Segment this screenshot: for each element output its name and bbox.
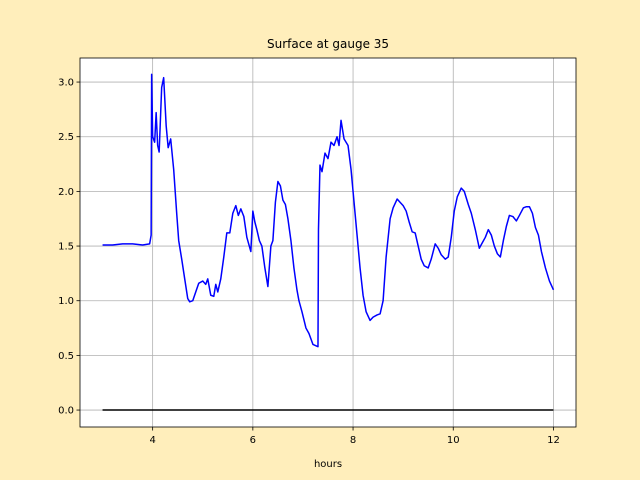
chart-title: Surface at gauge 35 bbox=[267, 37, 389, 51]
x-tick-label: 8 bbox=[350, 435, 356, 446]
y-tick-label: 3.0 bbox=[58, 78, 74, 89]
y-tick-label: 0.0 bbox=[58, 406, 74, 417]
data-line bbox=[102, 73, 555, 348]
axes-frame bbox=[79, 57, 577, 428]
x-tick-label: 4 bbox=[149, 435, 155, 446]
x-axis-label: hours bbox=[314, 459, 342, 470]
x-tick-label: 6 bbox=[250, 435, 256, 446]
y-tick-label: 1.5 bbox=[58, 242, 74, 253]
y-tick-label: 0.5 bbox=[58, 351, 74, 362]
x-tick-label: 10 bbox=[447, 435, 460, 446]
y-tick-label: 2.0 bbox=[58, 187, 74, 198]
y-tick-label: 1.0 bbox=[58, 296, 74, 307]
x-tick-label: 12 bbox=[547, 435, 560, 446]
y-tick-label: 2.5 bbox=[58, 132, 74, 143]
plot-area bbox=[80, 58, 576, 427]
